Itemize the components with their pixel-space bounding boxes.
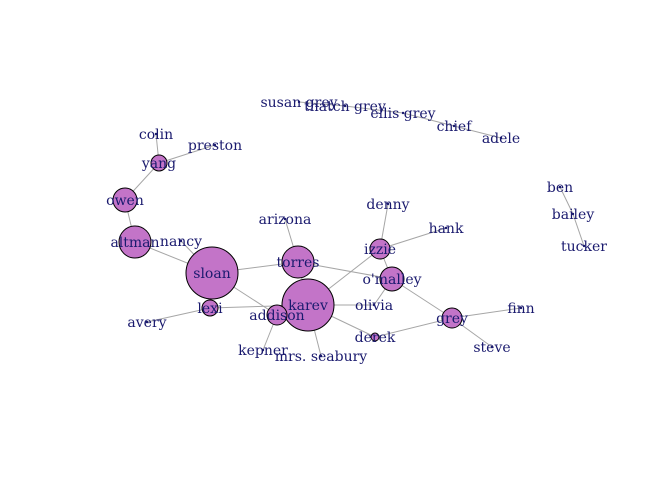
node-karev (281, 278, 335, 332)
node-ellis-grey (401, 111, 405, 115)
node-label-izzie: izzie (364, 242, 396, 258)
node-tucker (582, 244, 586, 248)
node-label-tucker: tucker (561, 239, 607, 255)
node-omalley (379, 266, 405, 292)
node-adele (499, 136, 503, 140)
node-label-adele: adele (482, 131, 520, 147)
nodes-layer (112, 100, 586, 358)
node-label-karev: karev (288, 298, 328, 314)
node-label-colin: colin (139, 127, 173, 143)
node-torres (281, 245, 315, 279)
node-label-sloan: sloan (193, 266, 230, 282)
node-label-grey: grey (436, 311, 468, 327)
node-label-preston: preston (188, 138, 242, 154)
edge-lexi-avery (146, 307, 211, 323)
labels-layer: sloan karev altman torres owen o'malley izzie g… (106, 95, 607, 365)
node-susan-grey (297, 100, 301, 104)
node-label-nancy: nancy (160, 234, 202, 250)
node-label-bailey: bailey (552, 207, 595, 223)
node-label-finn: finn (507, 301, 534, 317)
edge-izzie-hank (379, 227, 447, 250)
node-label-owen: owen (106, 193, 144, 209)
edge-chief-adele (453, 125, 502, 139)
node-bailey (571, 212, 575, 216)
node-avery (145, 320, 149, 324)
node-label-addison: addison (249, 308, 304, 324)
node-altman (118, 225, 152, 259)
node-label-altman: altman (110, 235, 159, 251)
node-label-ellis-grey: ellis grey (370, 106, 435, 122)
node-label-torres: torres (277, 255, 320, 271)
node-hank (444, 226, 448, 230)
edge-ellis-grey-chief (402, 112, 455, 127)
node-preston (213, 143, 217, 147)
node-label-thatch-grey: thatch grey (304, 99, 386, 115)
node-label-arizona: arizona (259, 212, 312, 228)
node-sloan (185, 246, 239, 300)
node-steve (490, 345, 494, 349)
node-label-steve: steve (473, 340, 510, 356)
node-yang (150, 154, 168, 172)
node-nancy (179, 239, 183, 243)
edge-derek-grey (374, 317, 453, 338)
edge-ben-bailey (559, 186, 574, 215)
edge-preston-yang (158, 144, 216, 164)
node-chief (452, 124, 456, 128)
node-izzie (369, 238, 391, 260)
node-addison (266, 304, 288, 326)
node-label-avery: avery (127, 315, 166, 331)
edge-bailey-tucker (572, 213, 585, 247)
node-denny (386, 202, 390, 206)
node-grey (441, 307, 463, 329)
node-label-mrs-seabury: mrs. seabury (275, 349, 368, 365)
node-lexi (201, 299, 219, 317)
node-label-yang: yang (141, 156, 176, 172)
node-derek (370, 332, 380, 342)
node-owen (112, 187, 138, 213)
edge-susan-grey-thatch-grey (298, 101, 346, 107)
node-label-kepner: kepner (238, 343, 288, 359)
node-kepner (261, 348, 265, 352)
node-label-lexi: lexi (197, 301, 223, 317)
node-label-denny: denny (366, 197, 409, 213)
node-thatch-grey (343, 104, 347, 108)
node-label-omalley: o'malley (362, 272, 421, 288)
node-label-ben: ben (547, 180, 573, 196)
edge-thatch-grey-ellis-grey (344, 105, 404, 114)
node-label-derek: derek (355, 330, 396, 346)
node-arizona (283, 217, 287, 221)
node-label-chief: chief (437, 119, 474, 135)
node-olivia (372, 303, 376, 307)
node-colin (154, 132, 158, 136)
node-label-susan-grey: susan grey (260, 95, 337, 111)
node-label-hank: hank (429, 221, 464, 237)
edge-grey-finn (451, 307, 522, 319)
node-finn (519, 306, 523, 310)
node-label-olivia: olivia (355, 298, 393, 314)
node-ben (558, 185, 562, 189)
node-mrs-seabury (319, 354, 323, 358)
